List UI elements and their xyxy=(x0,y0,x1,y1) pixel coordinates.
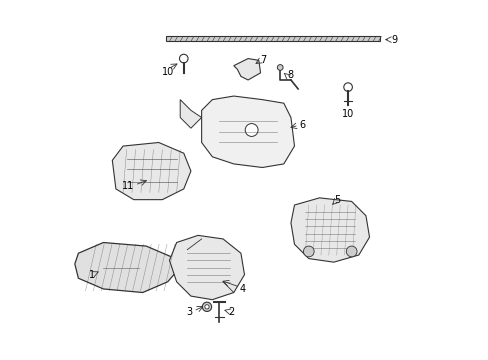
Polygon shape xyxy=(112,143,190,200)
Text: 3: 3 xyxy=(186,307,192,317)
Text: 10: 10 xyxy=(341,109,353,119)
Polygon shape xyxy=(169,235,244,300)
Circle shape xyxy=(343,83,352,91)
Circle shape xyxy=(303,246,313,257)
Text: 5: 5 xyxy=(334,195,340,204)
Circle shape xyxy=(202,302,211,311)
Text: 10: 10 xyxy=(161,67,173,77)
Polygon shape xyxy=(180,100,201,128)
Polygon shape xyxy=(75,243,178,293)
Text: 2: 2 xyxy=(228,307,234,317)
Circle shape xyxy=(179,54,188,63)
Circle shape xyxy=(277,64,283,70)
Polygon shape xyxy=(290,198,369,262)
Bar xyxy=(165,36,380,41)
Polygon shape xyxy=(201,96,294,167)
Text: 4: 4 xyxy=(239,284,245,294)
Text: 1: 1 xyxy=(88,270,95,280)
Text: 6: 6 xyxy=(299,120,305,130)
Polygon shape xyxy=(233,59,260,80)
Circle shape xyxy=(244,123,258,136)
Circle shape xyxy=(204,305,209,309)
Text: 11: 11 xyxy=(122,181,134,192)
Text: 7: 7 xyxy=(260,55,266,65)
Text: 9: 9 xyxy=(390,35,396,45)
Text: 8: 8 xyxy=(287,69,293,80)
Circle shape xyxy=(346,246,356,257)
